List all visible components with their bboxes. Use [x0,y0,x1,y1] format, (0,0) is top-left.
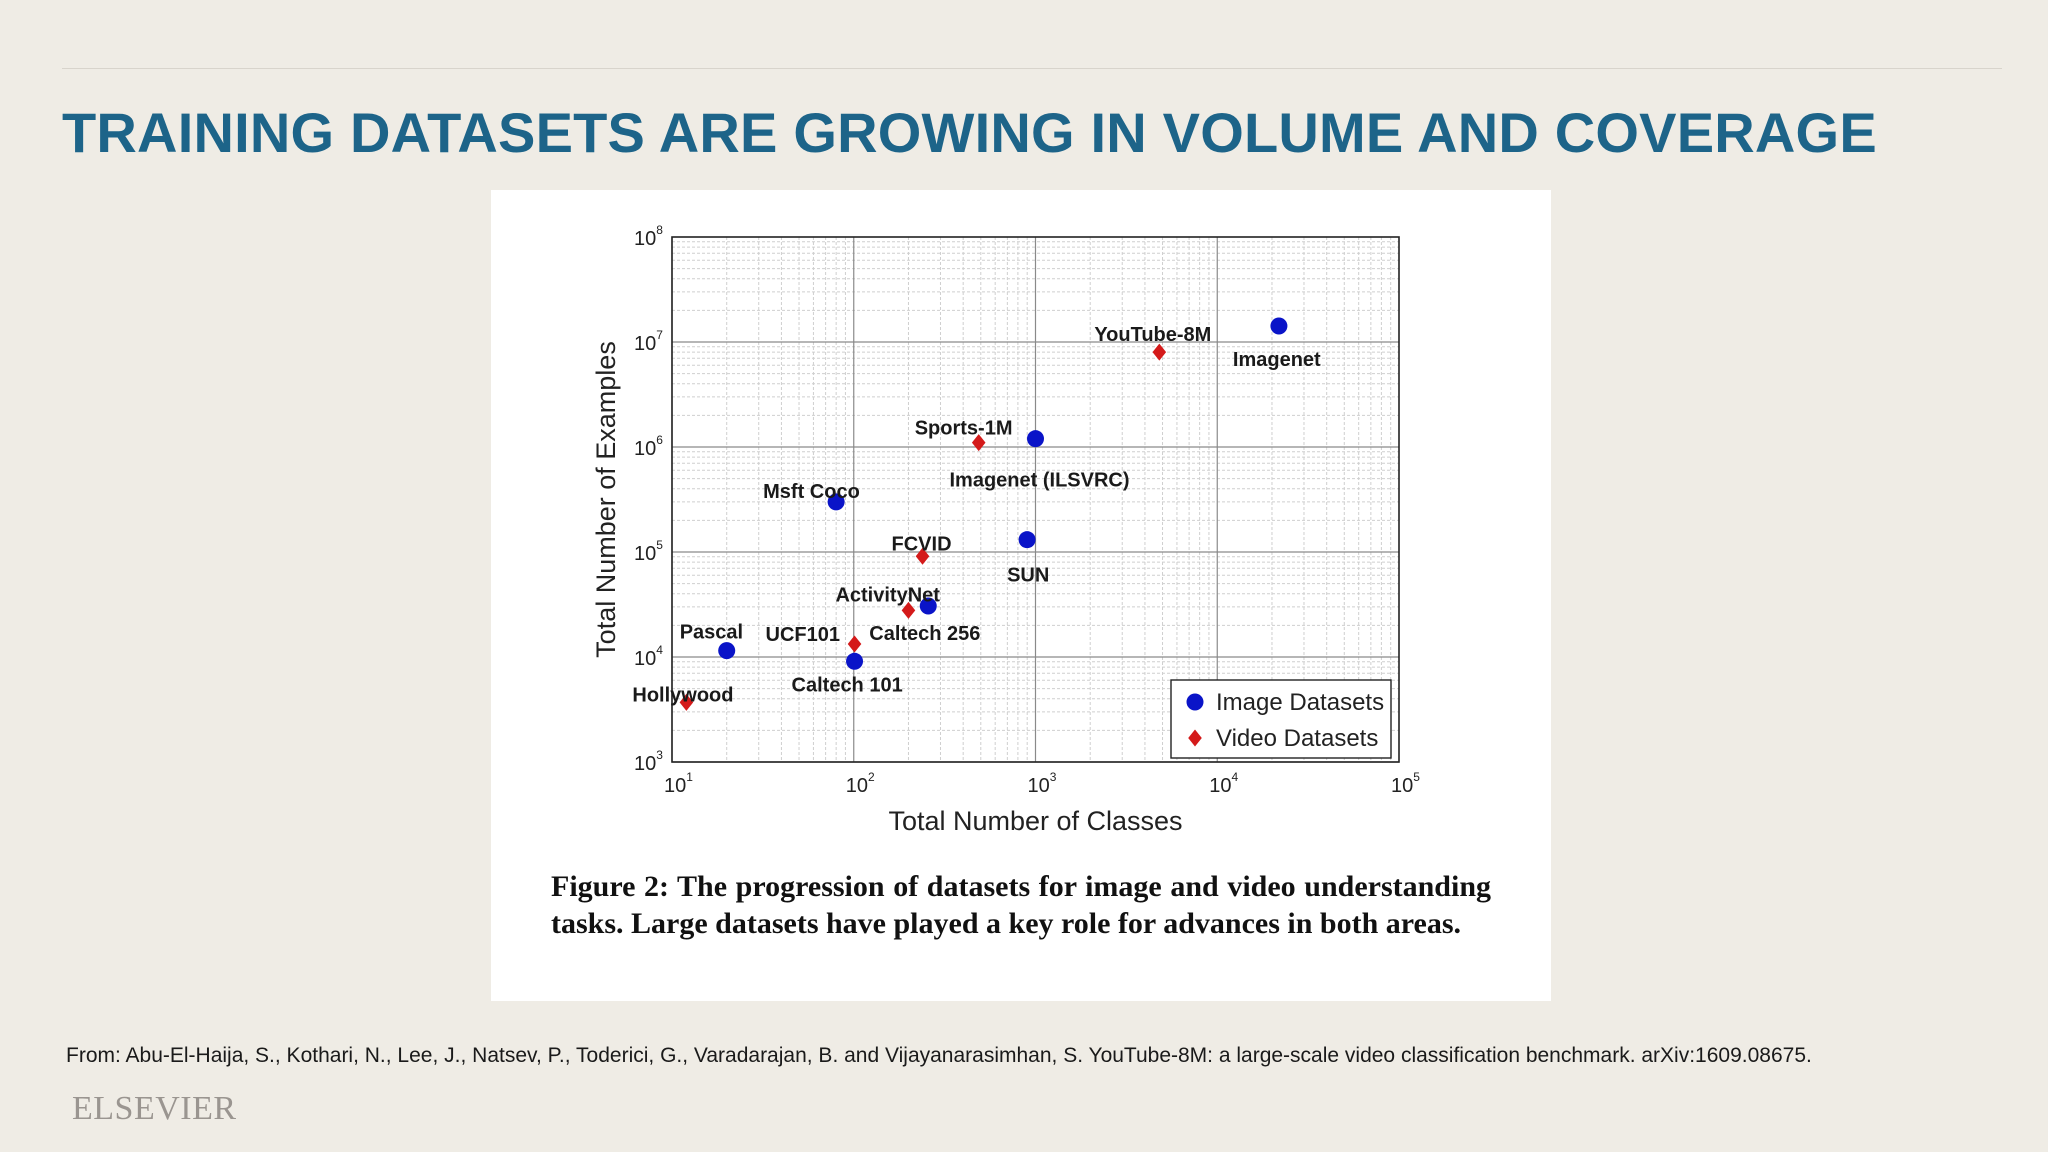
image-dataset-point [919,597,937,615]
point-label: Sports-1M [915,418,1013,440]
video-dataset-point [915,547,930,565]
y-tick-label: 108 [634,223,663,250]
plot-frame [671,236,1400,763]
point-label: Imagenet [1233,349,1321,371]
x-axis-title: Total Number of Classes [888,806,1182,836]
point-label: Msft Coco [763,481,860,503]
slide-title: TRAINING DATASETS ARE GROWING IN VOLUME … [62,101,1877,164]
top-divider [62,68,2002,69]
grid-minor [672,237,1399,762]
source-citation: From: Abu-El-Haija, S., Kothari, N., Lee… [66,1044,1812,1067]
video-dataset-point [847,635,862,653]
point-label: SUN [1007,565,1049,587]
legend-box [1170,679,1392,759]
y-axis-ticks: 103 104 105 106 107 108 [634,223,663,775]
data-points [679,317,1288,711]
publisher-logo: ELSEVIER [72,1090,237,1127]
figure-panel: 101 102 103 104 105 103 104 105 106 107 108 Total… [491,190,1551,1001]
video-dataset-point [1152,343,1167,361]
point-label: Imagenet (ILSVRC) [950,470,1130,492]
legend: Image Datasets Video Datasets [1170,679,1392,759]
y-axis-title: Total Number of Examples [591,341,621,658]
point-label: ActivityNet [835,584,940,606]
legend-label: Image Datasets [1216,689,1384,716]
x-tick-label: 101 [664,770,693,797]
point-label: Hollywood [632,684,733,706]
video-dataset-point [901,601,916,619]
point-label: FCVID [892,533,952,555]
y-tick-label: 106 [634,433,663,460]
caption-label: Figure 2: [551,870,670,903]
caption-text: The progression of datasets for image an… [551,870,1492,940]
image-dataset-point [1270,317,1288,335]
image-dataset-point [846,652,864,670]
legend-label: Video Datasets [1216,725,1378,752]
legend-image-marker [1186,693,1204,711]
figure-caption: Figure 2: The progression of datasets for… [551,868,1491,942]
point-label: UCF101 [766,624,840,646]
image-dataset-point [827,493,845,511]
image-dataset-point [1027,430,1044,448]
legend-video-marker [1188,729,1202,747]
point-label: YouTube-8M [1094,324,1211,346]
x-axis-ticks: 101 102 103 104 105 [664,770,1420,797]
x-tick-label: 102 [846,770,875,797]
point-label: Caltech 256 [869,623,980,645]
image-dataset-point [1018,531,1036,549]
x-tick-label: 104 [1209,770,1238,797]
x-tick-label: 105 [1391,770,1420,797]
video-dataset-point [679,693,694,711]
y-tick-label: 107 [634,328,663,355]
x-tick-label: 103 [1028,770,1057,797]
video-dataset-point [971,434,986,452]
y-tick-label: 105 [634,538,663,565]
point-label: Caltech 101 [792,674,903,696]
image-dataset-point [718,642,736,660]
y-tick-label: 103 [634,748,663,775]
scatter-chart: 101 102 103 104 105 103 104 105 106 107 108 Total… [591,223,1420,836]
y-tick-label: 104 [634,643,663,670]
point-labels: Imagenet Imagenet (ILSVRC) Msft Coco SUN Cal… [632,324,1321,706]
point-label: Pascal [680,622,743,644]
